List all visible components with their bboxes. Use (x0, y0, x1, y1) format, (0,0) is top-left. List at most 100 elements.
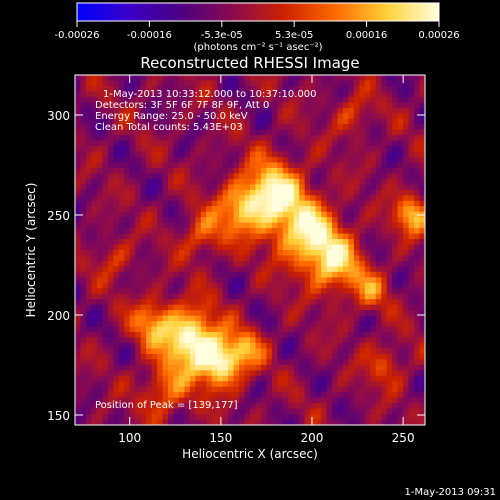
heatmap-cell (200, 337, 207, 344)
heatmap-cell (244, 332, 251, 339)
heatmap-cell (266, 288, 273, 295)
heatmap-cell (359, 250, 366, 257)
heatmap-cell (255, 337, 262, 344)
heatmap-cell (173, 233, 180, 240)
heatmap-cell (348, 146, 355, 153)
heatmap-cell (271, 282, 278, 289)
heatmap-cell (337, 392, 344, 399)
heatmap-cell (315, 135, 322, 142)
heatmap-cell (124, 332, 131, 339)
heatmap-cell (151, 151, 158, 158)
heatmap-cell (321, 75, 328, 82)
heatmap-cell (386, 146, 393, 153)
heatmap-cell (381, 113, 388, 120)
heatmap-cell (260, 293, 268, 300)
heatmap-cell (326, 408, 333, 415)
heatmap-cell (189, 403, 196, 410)
heatmap-cell (200, 277, 207, 284)
heatmap-cell (135, 200, 142, 207)
heatmap-cell (107, 392, 114, 399)
heatmap-cell (386, 277, 393, 284)
heatmap-cell (315, 364, 322, 371)
heatmap-cell (386, 414, 393, 421)
heatmap-cell (364, 135, 371, 142)
heatmap-cell (277, 310, 284, 317)
heatmap-cell (239, 85, 246, 93)
heatmap-cell (419, 348, 425, 355)
heatmap-cell (282, 337, 289, 344)
heatmap-cell (321, 200, 328, 207)
heatmap-cell (315, 277, 322, 284)
heatmap-cell (162, 195, 169, 202)
heatmap-cell (140, 381, 147, 388)
heatmap-cell (310, 392, 317, 399)
heatmap-cell (102, 299, 109, 306)
heatmap-cell (189, 255, 196, 262)
heatmap-cell (266, 299, 273, 306)
heatmap-cell (419, 266, 425, 273)
heatmap-cell (80, 381, 87, 388)
heatmap-cell (80, 293, 87, 300)
heatmap-cell (342, 162, 350, 169)
heatmap-cell (364, 195, 371, 202)
heatmap-cell (288, 157, 295, 164)
heatmap-cell (381, 200, 388, 207)
heatmap-cell (271, 113, 278, 120)
heatmap-cell (233, 239, 240, 246)
heatmap-cell (162, 386, 169, 393)
heatmap-cell (299, 228, 306, 235)
heatmap-cell (96, 414, 103, 421)
heatmap-cell (189, 288, 196, 295)
heatmap-cell (233, 381, 240, 388)
heatmap-cell (162, 375, 169, 382)
heatmap-cell (184, 91, 191, 98)
heatmap-cell (310, 364, 317, 371)
heatmap-cell (140, 228, 147, 235)
heatmap-cell (403, 299, 410, 306)
heatmap-cell (255, 414, 262, 421)
heatmap-cell (184, 151, 191, 158)
heatmap-cell (140, 124, 147, 131)
heatmap-cell (381, 353, 388, 360)
heatmap-cell (124, 255, 131, 262)
heatmap-cell (189, 96, 196, 103)
heatmap-cell (304, 146, 311, 153)
heatmap-cell (375, 113, 382, 120)
heatmap-cell (162, 266, 169, 273)
heatmap-cell (255, 189, 262, 196)
heatmap-cell (222, 96, 229, 103)
heatmap-cell (408, 282, 415, 289)
heatmap-cell (75, 113, 82, 120)
heatmap-cell (255, 392, 262, 399)
heatmap-cell (140, 299, 147, 306)
heatmap-cell (102, 140, 109, 147)
heatmap-cell (157, 299, 164, 306)
heatmap-cell (129, 315, 136, 322)
heatmap-cell (310, 91, 317, 98)
heatmap-cell (146, 386, 153, 393)
heatmap-cell (102, 332, 109, 339)
heatmap-cell (282, 173, 289, 180)
heatmap-cell (140, 266, 147, 273)
heatmap-cell (332, 299, 339, 306)
heatmap-cell (217, 75, 224, 82)
heatmap-cell (288, 277, 295, 284)
heatmap-cell (162, 233, 169, 240)
heatmap-cell (244, 408, 251, 415)
heatmap-cell (228, 260, 235, 268)
heatmap-cell (118, 364, 125, 371)
heatmap-cell (332, 96, 339, 103)
heatmap-cell (178, 348, 185, 355)
heatmap-cell (200, 211, 207, 218)
heatmap-cell (359, 151, 366, 158)
heatmap-cell (173, 375, 180, 382)
heatmap-cell (184, 403, 191, 410)
heatmap-cell (195, 332, 202, 339)
heatmap-cell (129, 359, 136, 366)
heatmap-cell (370, 392, 377, 399)
heatmap-cell (151, 386, 158, 393)
heatmap-cell (140, 337, 147, 344)
heatmap-cell (151, 299, 158, 306)
heatmap-cell (200, 342, 207, 350)
